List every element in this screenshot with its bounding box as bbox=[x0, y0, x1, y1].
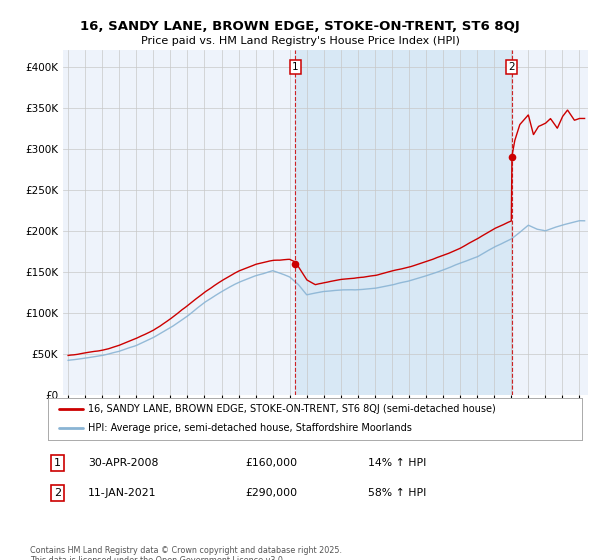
Text: Price paid vs. HM Land Registry's House Price Index (HPI): Price paid vs. HM Land Registry's House … bbox=[140, 36, 460, 46]
Text: 1: 1 bbox=[292, 62, 299, 72]
Text: £160,000: £160,000 bbox=[245, 458, 298, 468]
Text: 1: 1 bbox=[54, 458, 61, 468]
Bar bbox=[295, 50, 512, 395]
Text: 2: 2 bbox=[508, 62, 515, 72]
Text: 30-APR-2008: 30-APR-2008 bbox=[88, 458, 158, 468]
Text: £290,000: £290,000 bbox=[245, 488, 298, 498]
Text: 11-JAN-2021: 11-JAN-2021 bbox=[88, 488, 157, 498]
Text: HPI: Average price, semi-detached house, Staffordshire Moorlands: HPI: Average price, semi-detached house,… bbox=[88, 423, 412, 433]
Text: Contains HM Land Registry data © Crown copyright and database right 2025.
This d: Contains HM Land Registry data © Crown c… bbox=[30, 546, 342, 560]
Text: 16, SANDY LANE, BROWN EDGE, STOKE-ON-TRENT, ST6 8QJ: 16, SANDY LANE, BROWN EDGE, STOKE-ON-TRE… bbox=[80, 20, 520, 32]
Text: 2: 2 bbox=[54, 488, 61, 498]
Text: 16, SANDY LANE, BROWN EDGE, STOKE-ON-TRENT, ST6 8QJ (semi-detached house): 16, SANDY LANE, BROWN EDGE, STOKE-ON-TRE… bbox=[88, 404, 496, 414]
Text: 58% ↑ HPI: 58% ↑ HPI bbox=[368, 488, 427, 498]
Text: 14% ↑ HPI: 14% ↑ HPI bbox=[368, 458, 427, 468]
